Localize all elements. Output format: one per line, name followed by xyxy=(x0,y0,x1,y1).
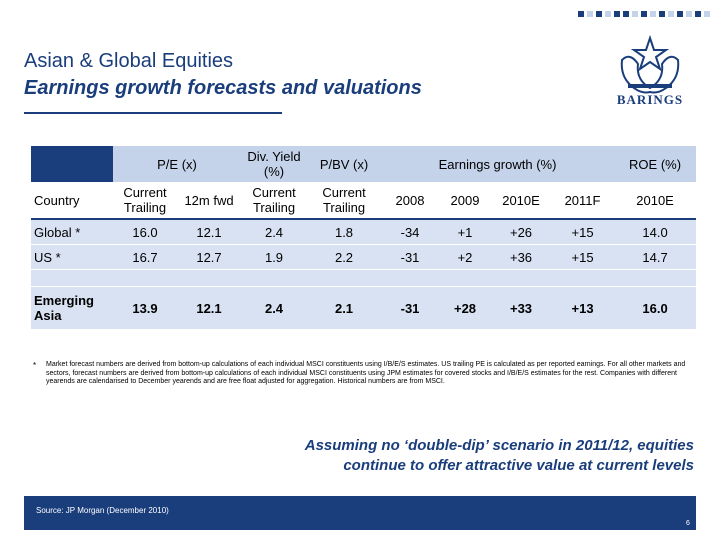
column-header: 2011F xyxy=(551,182,615,220)
table-spacer-row xyxy=(31,269,697,287)
spacer-cell xyxy=(307,269,382,287)
header-earnings-growth: Earnings growth (%) xyxy=(381,146,615,182)
key-message-line: continue to offer attractive value at cu… xyxy=(343,457,694,474)
spacer-cell xyxy=(439,269,492,287)
spacer-cell xyxy=(177,269,242,287)
table-cell: +15 xyxy=(551,218,615,245)
table-cell: +13 xyxy=(551,286,615,329)
table-cell: 2.4 xyxy=(241,286,308,329)
page-number: 6 xyxy=(686,520,690,527)
title-underline xyxy=(24,112,282,114)
table-cell: 1.8 xyxy=(307,218,382,245)
valuation-table: P/E (x) Div. Yield (%) P/BV (x) Earnings… xyxy=(31,146,697,329)
spacer-cell xyxy=(113,269,177,287)
table-cell: -31 xyxy=(381,286,440,329)
header-corner-cell xyxy=(31,146,113,182)
table-cell: 2.1 xyxy=(307,286,382,329)
table-cell: 1.9 xyxy=(241,244,308,270)
table-cell: 12.7 xyxy=(177,244,242,270)
decorative-dots xyxy=(578,11,710,17)
table-cell: +26 xyxy=(491,218,552,245)
footnote-marker: * xyxy=(33,361,37,370)
table-cell: +15 xyxy=(551,244,615,270)
spacer-cell xyxy=(381,269,440,287)
header-pbv: P/BV (x) xyxy=(307,146,382,182)
column-header: Current Trailing xyxy=(307,182,382,220)
footer-bar xyxy=(24,496,696,530)
spacer-cell xyxy=(491,269,552,287)
spacer-cell xyxy=(614,269,697,287)
table-cell: 14.0 xyxy=(614,218,697,245)
table-cell: 16.0 xyxy=(113,218,177,245)
table-row: Global * 16.0 12.1 2.4 1.8 -34 +1 +26 +1… xyxy=(31,218,697,245)
barings-crest-logo xyxy=(620,34,680,94)
table-cell: -34 xyxy=(381,218,440,245)
column-header: Country xyxy=(31,182,113,220)
footnote-text: Market forecast numbers are derived from… xyxy=(46,361,686,385)
spacer-cell xyxy=(241,269,308,287)
table-row: Emerging Asia 13.9 12.1 2.4 2.1 -31 +28 … xyxy=(31,286,697,329)
column-header: Current Trailing xyxy=(241,182,308,220)
table-cell: 16.0 xyxy=(614,286,697,329)
table-cell: 2.2 xyxy=(307,244,382,270)
table-cell: +33 xyxy=(491,286,552,329)
header-div-yield: Div. Yield (%) xyxy=(241,146,308,182)
table-cell: +28 xyxy=(439,286,492,329)
page-title: Asian & Global Equities xyxy=(24,50,234,72)
header-pe: P/E (x) xyxy=(113,146,242,182)
table-cell: 13.9 xyxy=(113,286,177,329)
table-cell: 2.4 xyxy=(241,218,308,245)
logo-wordmark: BARINGS xyxy=(616,92,684,107)
table-cell: 12.1 xyxy=(177,286,242,329)
table-row: US * 16.7 12.7 1.9 2.2 -31 +2 +36 +15 14… xyxy=(31,244,697,270)
table-cell: 12.1 xyxy=(177,218,242,245)
column-header: 2009 xyxy=(439,182,492,220)
table-sub-header-row: Country Current Trailing 12m fwd Current… xyxy=(31,182,697,220)
row-label-cell: Global * xyxy=(31,218,113,245)
column-header: 2010E xyxy=(491,182,552,220)
row-label-cell: US * xyxy=(31,244,113,270)
table-cell: +1 xyxy=(439,218,492,245)
spacer-cell xyxy=(31,269,113,287)
column-header: 12m fwd xyxy=(177,182,242,220)
table-cell: +2 xyxy=(439,244,492,270)
header-roe: ROE (%) xyxy=(614,146,697,182)
page-subtitle: Earnings growth forecasts and valuations xyxy=(24,77,422,99)
row-label-cell: Emerging Asia xyxy=(31,286,113,329)
table-cell: 14.7 xyxy=(614,244,697,270)
column-header: 2010E xyxy=(614,182,697,220)
source-note: Source: JP Morgan (December 2010) xyxy=(36,506,169,515)
table-cell: -31 xyxy=(381,244,440,270)
table-group-header-row: P/E (x) Div. Yield (%) P/BV (x) Earnings… xyxy=(31,146,697,182)
column-header: Current Trailing xyxy=(113,182,177,220)
key-message-line: Assuming no ‘double-dip’ scenario in 201… xyxy=(304,437,694,454)
table-cell: +36 xyxy=(491,244,552,270)
column-header: 2008 xyxy=(381,182,440,220)
table-cell: 16.7 xyxy=(113,244,177,270)
key-message: Assuming no ‘double-dip’ scenario in 201… xyxy=(200,436,694,476)
spacer-cell xyxy=(551,269,615,287)
